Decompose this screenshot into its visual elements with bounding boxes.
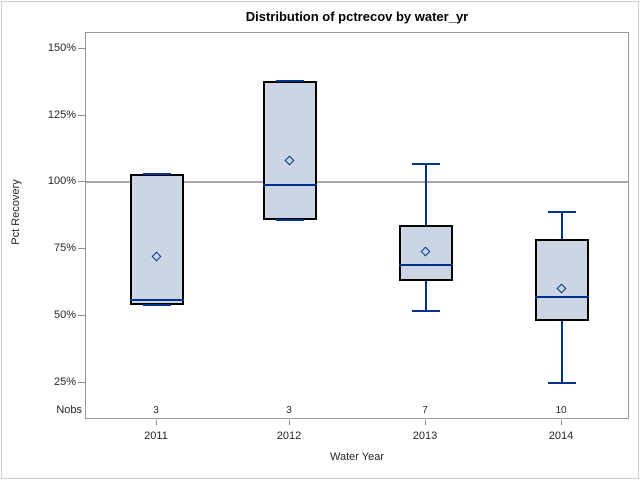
y-tick-150 — [78, 48, 85, 49]
whisker-cap-upper-2011 — [143, 173, 171, 176]
whisker-cap-upper-2014 — [548, 210, 576, 213]
box-2012 — [263, 81, 317, 220]
whisker-cap-lower-2013 — [412, 309, 440, 312]
nobs-value-2012: 3 — [286, 405, 292, 416]
nobs-value-2011: 3 — [153, 405, 159, 416]
y-axis-title: Pct Recovery — [10, 179, 22, 245]
x-tick-2013 — [425, 420, 426, 425]
x-tick-label-2012: 2012 — [276, 430, 302, 442]
y-tick-125 — [78, 114, 85, 116]
x-tick-label-2013: 2013 — [412, 430, 438, 442]
reference-line-100pct — [86, 181, 628, 183]
nobs-value-2014: 10 — [555, 405, 567, 416]
y-tick-label-100: 100% — [47, 175, 76, 188]
y-tick-100 — [78, 181, 85, 183]
median-line-2013 — [399, 264, 453, 267]
nobs-row-label: Nobs — [56, 404, 82, 416]
plot-area — [85, 32, 629, 419]
y-tick-label-75: 75% — [53, 242, 76, 255]
x-tick-label-2014: 2014 — [548, 430, 574, 442]
whisker-cap-lower-2012 — [276, 218, 304, 221]
y-tick-label-125: 125% — [47, 108, 76, 121]
y-tick-75 — [78, 248, 85, 250]
y-tick-label-25: 25% — [53, 375, 76, 388]
x-tick-label-2011: 2011 — [144, 430, 168, 442]
y-tick-label-150: 150% — [47, 42, 76, 54]
whisker-cap-lower-2014 — [548, 381, 576, 384]
box-2011 — [130, 174, 184, 306]
x-tick-2011 — [156, 420, 157, 425]
x-axis-title: Water Year — [329, 451, 384, 463]
median-line-2011 — [130, 298, 184, 301]
whisker-lower-2014 — [561, 321, 563, 383]
x-tick-2012 — [289, 420, 290, 425]
x-tick-2014 — [561, 420, 562, 425]
whisker-cap-upper-2013 — [412, 162, 440, 165]
whisker-lower-2013 — [425, 281, 427, 311]
median-line-2014 — [535, 296, 589, 299]
chart-title: Distribution of pctrecov by water_yr — [245, 9, 469, 24]
box-2013 — [399, 225, 453, 282]
y-tick-25 — [78, 381, 85, 383]
y-tick-label-50: 50% — [53, 308, 76, 321]
whisker-cap-lower-2011 — [143, 304, 171, 307]
median-line-2012 — [263, 184, 317, 187]
whisker-cap-upper-2012 — [276, 80, 304, 83]
whisker-upper-2014 — [561, 211, 563, 239]
nobs-value-2013: 7 — [422, 405, 428, 416]
box-2014 — [535, 238, 589, 322]
y-tick-50 — [78, 314, 85, 316]
whisker-upper-2013 — [425, 163, 427, 226]
